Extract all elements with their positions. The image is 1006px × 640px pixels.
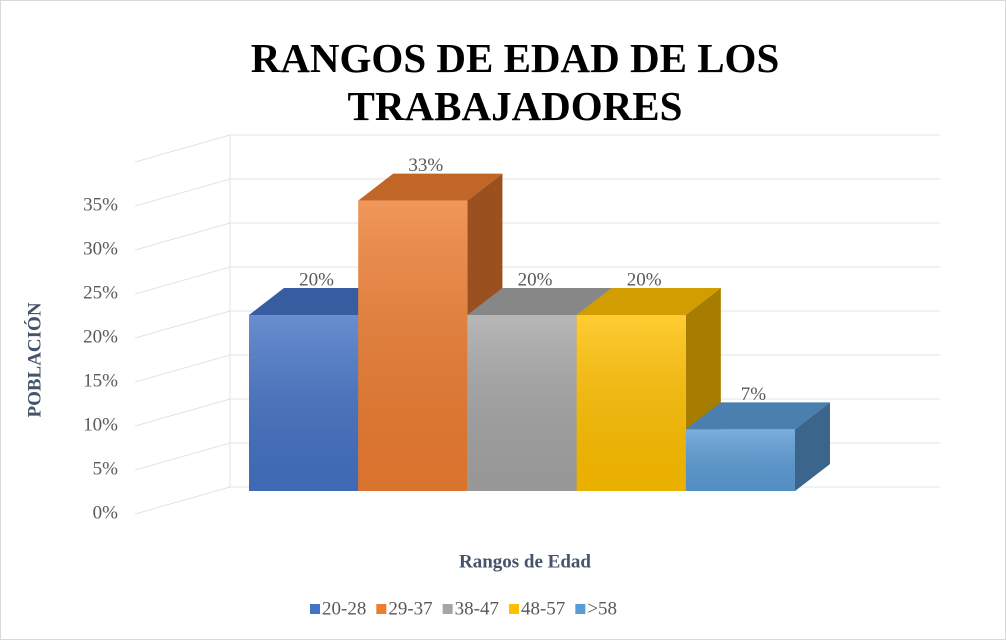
bar-top-shade	[358, 173, 503, 201]
bar-top-shade	[685, 402, 830, 430]
y-axis-label: POBLACIÓN	[23, 302, 45, 417]
bar-side-shade	[795, 402, 830, 491]
bar-shade	[576, 315, 686, 491]
grid-line	[134, 222, 231, 251]
legend-swatch	[310, 604, 320, 614]
chart-title: RANGOS DE EDAD DE LOS TRABAJADORES	[250, 35, 780, 129]
legend-label: 29-37	[388, 598, 432, 619]
bar-top	[685, 402, 830, 430]
legend-swatch	[442, 604, 453, 614]
bar-top	[358, 173, 503, 201]
bar-top	[576, 288, 721, 315]
grid-line	[134, 134, 231, 163]
grid-line	[134, 178, 231, 207]
grid-line	[134, 486, 231, 515]
y-tick-label: 35%	[83, 194, 118, 215]
bar-shade	[467, 315, 577, 491]
legend-label: 48-57	[521, 598, 565, 619]
grid-line	[134, 354, 231, 383]
y-tick-label: 30%	[83, 238, 118, 259]
data-label: 20%	[299, 269, 334, 290]
legend-swatch	[376, 604, 387, 614]
data-label: 20%	[518, 269, 553, 290]
grid-line	[134, 398, 231, 427]
y-tick-label: 0%	[93, 502, 119, 523]
bar-top-shade	[576, 288, 721, 315]
bar-top	[467, 288, 612, 315]
y-tick-label: 5%	[93, 458, 119, 479]
bar-shade	[358, 200, 468, 491]
legend-label: 20-28	[322, 598, 366, 619]
bar-top-shade	[249, 288, 394, 315]
data-label: 7%	[741, 384, 767, 405]
y-tick-label: 10%	[83, 414, 118, 435]
legend-label: 38-47	[455, 598, 499, 619]
legend-swatch	[508, 604, 519, 614]
bar-top-shade	[467, 288, 612, 315]
y-tick-label: 25%	[83, 282, 118, 303]
bar-top	[249, 288, 394, 315]
y-tick-label: 15%	[83, 370, 118, 391]
bar-side	[795, 402, 830, 491]
legend-label: >58	[587, 598, 617, 619]
grid-line	[134, 310, 231, 339]
legend-swatch	[575, 604, 586, 614]
x-axis-label: Rangos de Edad	[459, 551, 591, 572]
grid-line	[134, 266, 231, 295]
data-label: 20%	[627, 269, 662, 290]
bar-shade	[685, 429, 795, 491]
data-label: 33%	[408, 155, 443, 176]
grid-line	[134, 442, 231, 471]
bar-shade	[249, 315, 359, 491]
y-tick-label: 20%	[83, 326, 118, 347]
